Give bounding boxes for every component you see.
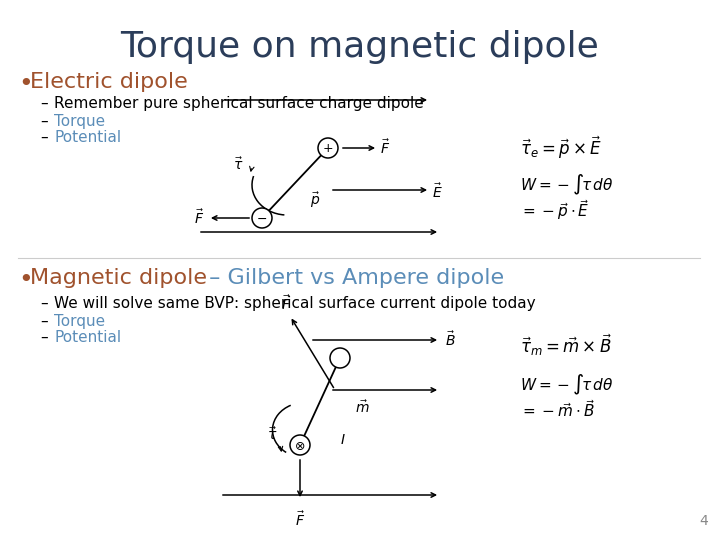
- Text: •: •: [18, 268, 32, 292]
- Text: –: –: [40, 96, 48, 111]
- Text: $W = -\int\!\tau\,d\theta$: $W = -\int\!\tau\,d\theta$: [520, 173, 613, 197]
- Text: $\vec{F}$: $\vec{F}$: [380, 139, 390, 157]
- Text: $\vec{m}$: $\vec{m}$: [355, 400, 369, 416]
- Text: Torque: Torque: [54, 314, 105, 329]
- Text: $\vec{F}$: $\vec{F}$: [194, 208, 204, 227]
- Text: $W = -\int\!\tau\,d\theta$: $W = -\int\!\tau\,d\theta$: [520, 373, 613, 397]
- Text: Potential: Potential: [54, 130, 121, 145]
- Text: Remember pure spherical surface charge dipole: Remember pure spherical surface charge d…: [54, 96, 424, 111]
- Text: –: –: [40, 314, 48, 329]
- Text: –: –: [40, 330, 48, 345]
- Text: We will solve same BVP: spherical surface current dipole today: We will solve same BVP: spherical surfac…: [54, 296, 536, 311]
- Text: $\vec{\tau}_e = \vec{p} \times \vec{E}$: $\vec{\tau}_e = \vec{p} \times \vec{E}$: [520, 135, 602, 161]
- Text: 4: 4: [699, 514, 708, 528]
- Text: – Gilbert vs Ampere dipole: – Gilbert vs Ampere dipole: [202, 268, 504, 288]
- Text: Potential: Potential: [54, 330, 121, 345]
- Text: Torque on magnetic dipole: Torque on magnetic dipole: [121, 30, 599, 64]
- Text: Torque: Torque: [54, 114, 105, 129]
- Text: $= -\vec{p}\cdot\vec{E}$: $= -\vec{p}\cdot\vec{E}$: [520, 198, 590, 222]
- Text: $\vec{B}$: $\vec{B}$: [445, 330, 456, 349]
- Text: $\vec{F}$: $\vec{F}$: [281, 294, 291, 313]
- Text: $\otimes$: $\otimes$: [294, 440, 306, 453]
- Text: $\vec{\tau}_m = \vec{m} \times \vec{B}$: $\vec{\tau}_m = \vec{m} \times \vec{B}$: [520, 332, 612, 357]
- Text: $I$: $I$: [340, 433, 346, 447]
- Text: $\vec{\tau}$: $\vec{\tau}$: [267, 427, 277, 443]
- Text: $\vec{\tau}$: $\vec{\tau}$: [233, 157, 243, 173]
- Text: –: –: [40, 296, 48, 311]
- Text: Magnetic dipole: Magnetic dipole: [30, 268, 207, 288]
- Text: −: −: [257, 213, 267, 226]
- Text: –: –: [40, 130, 48, 145]
- Text: +: +: [323, 143, 333, 156]
- Circle shape: [318, 138, 338, 158]
- Text: $= -\vec{m}\cdot\vec{B}$: $= -\vec{m}\cdot\vec{B}$: [520, 400, 595, 421]
- Text: $\vec{F}$: $\vec{F}$: [295, 510, 305, 529]
- Circle shape: [330, 348, 350, 368]
- Text: •: •: [18, 72, 32, 96]
- Text: $\vec{p}$: $\vec{p}$: [310, 190, 320, 210]
- Circle shape: [290, 435, 310, 455]
- Text: Electric dipole: Electric dipole: [30, 72, 188, 92]
- Text: $\vec{E}$: $\vec{E}$: [432, 183, 443, 201]
- Circle shape: [252, 208, 272, 228]
- Text: –: –: [40, 114, 48, 129]
